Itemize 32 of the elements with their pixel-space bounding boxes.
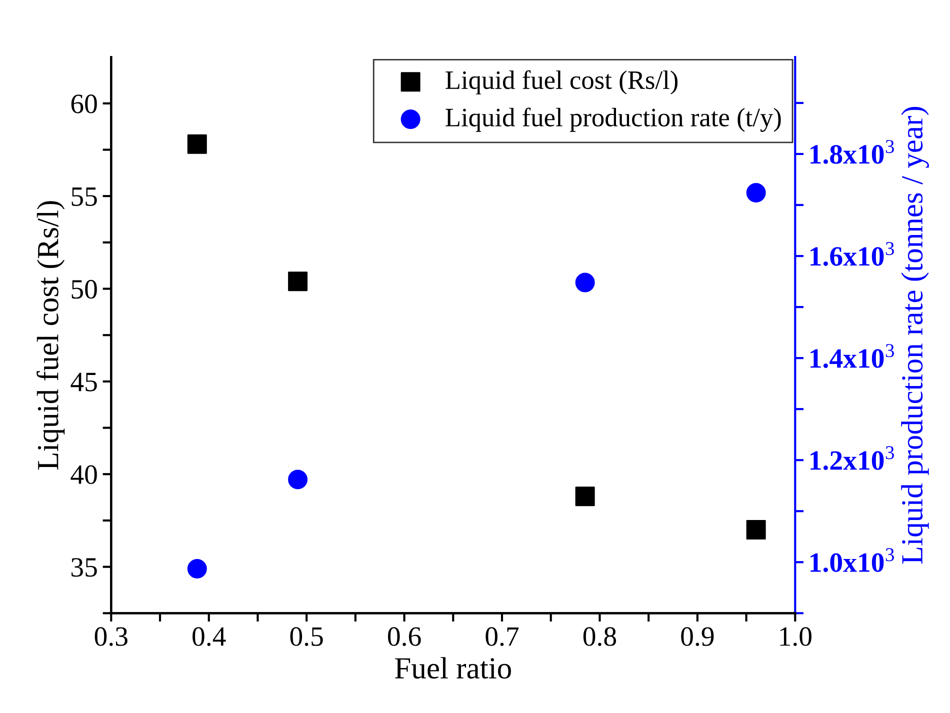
y2-tick-label: 1.6x10$^{3}$ xyxy=(810,242,894,266)
x-tick-label: 0.8 xyxy=(583,627,616,646)
x-axis-title: Fuel ratio xyxy=(395,657,511,679)
point xyxy=(187,134,207,154)
y-tick-label: 45 xyxy=(70,372,97,392)
point xyxy=(288,470,308,490)
legend-label: Liquid fuel production rate (t/y) xyxy=(446,108,781,132)
y-tick-label: 60 xyxy=(71,94,97,114)
point xyxy=(187,559,207,579)
y-tick-label: 40 xyxy=(70,465,97,484)
y2-tick-label: 1.4x10$^{3}$ xyxy=(810,344,894,368)
x-tick-label: 0.5 xyxy=(290,627,323,646)
y2-tick-label: 1.0x10$^{3}$ xyxy=(810,548,894,572)
point xyxy=(575,486,595,506)
point xyxy=(746,520,766,540)
y-tick-label: 55 xyxy=(72,188,97,206)
x-tick-label: 0.6 xyxy=(388,627,421,646)
point xyxy=(746,183,766,203)
point xyxy=(575,272,595,292)
x-tick-label: 0.3 xyxy=(94,627,128,646)
y2-axis-title: Liquid production rate (tonnes / year) xyxy=(901,106,929,564)
x-tick-label: 0.7 xyxy=(486,627,519,646)
x-tick-label: 1.0 xyxy=(780,627,812,646)
legend-label: Liquid fuel cost (Rs/l) xyxy=(446,70,678,94)
y-tick-label: 50 xyxy=(72,280,97,299)
point xyxy=(288,272,308,292)
y2-tick-label: 1.2x10$^{3}$ xyxy=(810,446,894,470)
x-tick-label: 0.9 xyxy=(681,627,714,646)
y2-tick-label: 1.8x10$^{3}$ xyxy=(810,140,894,164)
x-tick-label: 0.4 xyxy=(192,627,226,646)
y-axis-title: Liquid fuel cost (Rs/l) xyxy=(36,201,65,470)
y-tick-label: 35 xyxy=(72,558,97,577)
